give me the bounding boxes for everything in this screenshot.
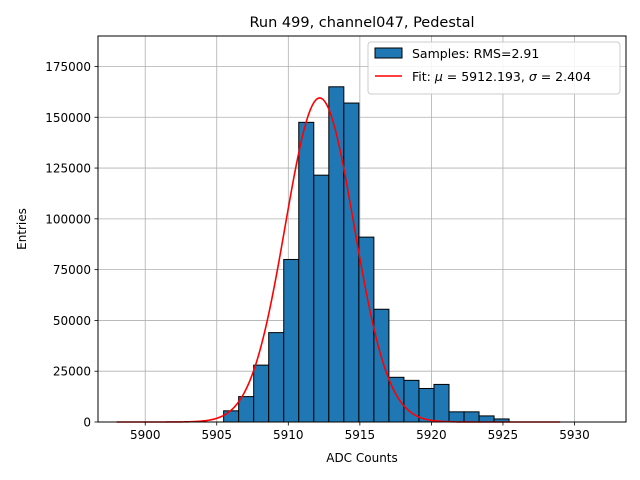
histogram-bar [223,410,240,423]
histogram-bar [463,411,480,423]
histogram-bar [268,332,285,423]
plot-frame [97,35,627,423]
x-tick-label: 5910 [273,428,304,442]
histogram-bar [448,411,465,423]
x-tick-label: 5915 [345,428,376,442]
x-tick-label: 5920 [416,428,447,442]
y-tick-label: 0 [83,416,91,430]
histogram-bar [253,364,270,423]
x-tick-label: 5900 [130,428,161,442]
y-tick-label: 150000 [45,111,91,125]
legend-fit-label: Fit: μ = 5912.193, σ = 2.404 [412,69,591,84]
legend-box [367,41,621,95]
x-axis-ticks: 5900 5905 5910 5915 5920 5925 5930 [130,422,590,442]
y-tick-label: 100000 [45,212,91,226]
y-axis-ticks: 0 25000 50000 75000 100000 125000 150000 175000 [45,60,98,430]
y-tick-label: 125000 [45,162,91,176]
x-tick-label: 5905 [201,428,232,442]
histogram-bar [373,308,390,423]
y-axis-label: Entries [15,208,29,250]
legend: Samples: RMS=2.91 Fit: μ = 5912.193, σ =… [367,41,621,95]
histogram-bars [223,86,510,423]
y-tick-label: 50000 [53,314,91,328]
x-axis-label: ADC Counts [326,451,398,465]
histogram-bar [298,121,315,423]
x-tick-label: 5925 [488,428,519,442]
histogram-bar [478,415,495,423]
y-tick-label: 75000 [53,263,91,277]
y-tick-label: 25000 [53,365,91,379]
histogram-bar [418,387,435,423]
histogram-bar [313,174,330,423]
y-tick-label: 175000 [45,60,91,74]
legend-histogram-label: Samples: RMS=2.91 [412,46,539,61]
histogram-bar [283,258,300,423]
histogram-bar [433,383,450,423]
x-tick-label: 5930 [559,428,590,442]
histogram-bar [238,396,255,423]
histogram-bar [343,102,360,423]
chart-title: Run 499, channel047, Pedestal [249,15,474,31]
legend-histogram-swatch [374,47,403,59]
